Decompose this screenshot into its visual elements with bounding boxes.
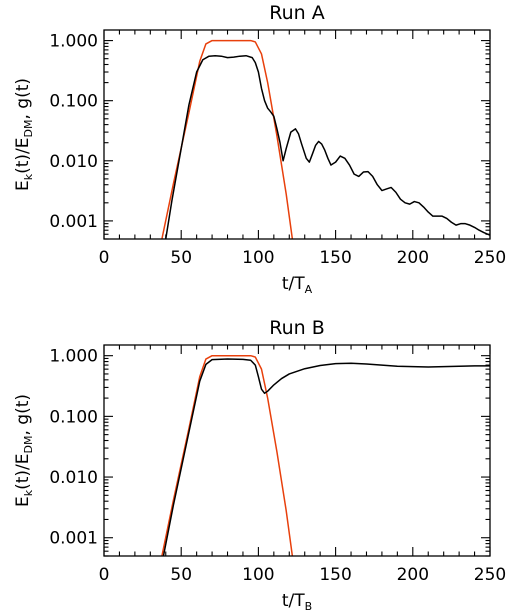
x-tick-label: 50 [170, 248, 192, 268]
series-line-g [161, 39, 294, 239]
y-tick-label: 1.000 [49, 32, 98, 52]
x-tick-label: 200 [397, 565, 429, 585]
x-tick-label: 250 [474, 248, 506, 268]
x-tick-label: 200 [397, 248, 429, 268]
x-tick-label: 50 [170, 565, 192, 585]
series-line-g [161, 354, 294, 556]
y-tick-label: 0.001 [49, 529, 98, 549]
x-tick-label: 0 [99, 565, 110, 585]
x-tick-label: 150 [319, 565, 351, 585]
y-tick-label: 0.010 [49, 468, 98, 488]
y-axis-label: Ek(t)/EDM, g(t) [13, 78, 35, 191]
y-tick-label: 0.100 [49, 92, 98, 112]
chart-title: Run B [269, 317, 325, 339]
series-line-ek [165, 54, 490, 239]
x-tick-label: 150 [319, 248, 351, 268]
plot-frame [103, 344, 491, 557]
y-axis-label: Ek(t)/EDM, g(t) [13, 394, 35, 507]
chart-title: Run A [269, 2, 324, 24]
y-tick-label: 1.000 [49, 347, 98, 367]
y-tick-label: 0.010 [49, 152, 98, 172]
x-tick-label: 100 [242, 248, 274, 268]
x-tick-label: 0 [99, 248, 110, 268]
plot-frame [103, 29, 491, 240]
chart-panel-1: 0 50 100 150 200 250 0.001 0.010 0.100 1.000 Run A… [13, 2, 506, 296]
y-tick-label: 0.100 [49, 407, 98, 427]
x-tick-label: 100 [242, 565, 274, 585]
x-tick-label: 250 [474, 565, 506, 585]
series-line-ek [162, 358, 490, 556]
x-axis-label: t/TB [282, 591, 312, 613]
y-tick-label: 0.001 [49, 212, 98, 232]
chart-panel-2: 0 50 100 150 200 250 0.001 0.010 0.100 1.000 Run B… [13, 317, 506, 613]
x-axis-label: t/TA [282, 274, 313, 296]
